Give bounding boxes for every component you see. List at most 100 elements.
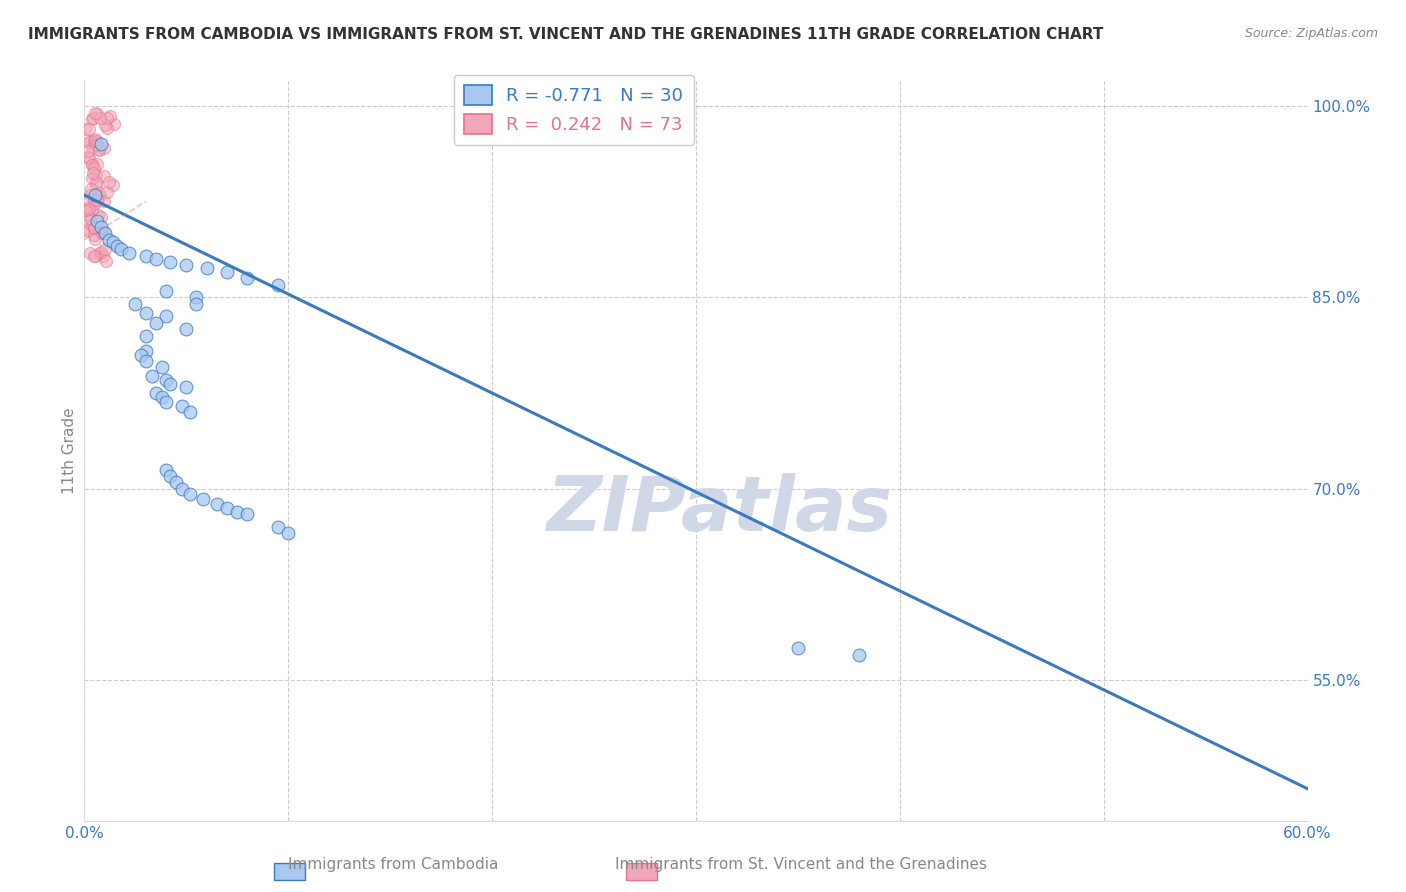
Point [135, 354, 157, 368]
Point [96, 120, 118, 135]
Point [86, 157, 108, 171]
Point [191, 491, 214, 506]
Point [73, 202, 96, 217]
Point [135, 328, 157, 343]
Point [195, 260, 218, 275]
Point [186, 290, 208, 304]
Point [101, 235, 124, 250]
Point [76, 201, 98, 215]
Point [94, 242, 117, 256]
Point [80, 170, 103, 185]
Point [80, 134, 103, 148]
Point [124, 296, 146, 310]
Point [80, 140, 103, 154]
Point [101, 178, 124, 192]
Point [93, 225, 115, 239]
Point [76, 221, 98, 235]
Point [236, 271, 259, 285]
Point [82, 112, 104, 127]
Point [84, 178, 107, 192]
Point [84, 137, 107, 152]
Point [787, 641, 810, 656]
Point [84, 195, 107, 210]
Point [165, 475, 187, 490]
Point [89, 142, 111, 156]
Point [86, 134, 108, 148]
Point [89, 143, 111, 157]
Point [84, 132, 107, 146]
Point [97, 233, 120, 247]
Point [186, 296, 208, 310]
Point [86, 213, 108, 227]
Point [83, 221, 105, 235]
Point [86, 194, 108, 208]
Point [89, 245, 111, 260]
Point [174, 259, 197, 273]
Point [277, 526, 299, 541]
Point [135, 249, 157, 263]
Point [76, 208, 98, 222]
Point [86, 107, 108, 121]
Point [83, 188, 105, 202]
Point [267, 520, 290, 534]
Point [83, 193, 105, 207]
Text: IMMIGRANTS FROM CAMBODIA VS IMMIGRANTS FROM ST. VINCENT AND THE GRENADINES 11TH : IMMIGRANTS FROM CAMBODIA VS IMMIGRANTS F… [28, 27, 1104, 42]
Point [159, 254, 181, 268]
Point [87, 207, 110, 221]
Point [179, 405, 201, 419]
Point [82, 111, 104, 125]
Point [145, 252, 167, 266]
Text: Immigrants from St. Vincent and the Grenadines: Immigrants from St. Vincent and the Gren… [616, 857, 987, 872]
Point [105, 239, 128, 253]
Point [93, 194, 115, 209]
Point [96, 111, 118, 125]
Point [73, 121, 96, 136]
Point [76, 202, 98, 217]
Point [82, 166, 104, 180]
Point [79, 202, 101, 217]
Point [79, 188, 101, 202]
Point [172, 399, 194, 413]
Text: Source: ZipAtlas.com: Source: ZipAtlas.com [1244, 27, 1378, 40]
Point [93, 227, 115, 241]
Point [98, 175, 121, 189]
Point [80, 203, 103, 218]
Point [83, 228, 105, 243]
Point [93, 141, 115, 155]
Point [93, 169, 115, 184]
Point [174, 322, 197, 336]
Point [236, 508, 259, 522]
Point [155, 462, 177, 476]
Point [89, 111, 111, 125]
Point [83, 249, 105, 263]
Point [217, 265, 239, 279]
Point [141, 369, 163, 384]
Point [96, 185, 118, 199]
Point [94, 118, 117, 132]
Point [155, 284, 177, 298]
Point [84, 168, 107, 182]
Point [159, 377, 181, 392]
Point [145, 386, 167, 401]
Point [83, 221, 105, 235]
Point [87, 186, 110, 200]
Point [174, 379, 197, 393]
Point [172, 482, 194, 496]
Point [90, 210, 112, 224]
Point [77, 151, 100, 165]
Point [83, 161, 105, 176]
Point [848, 648, 870, 662]
Point [79, 245, 101, 260]
Point [83, 106, 105, 120]
Point [83, 249, 105, 263]
Point [155, 395, 177, 409]
Point [84, 134, 107, 148]
Point [135, 343, 157, 358]
Point [91, 226, 114, 240]
Point [80, 182, 103, 196]
Point [83, 134, 105, 148]
Point [94, 253, 117, 268]
Point [98, 109, 121, 123]
Point [150, 390, 173, 404]
Point [131, 348, 153, 362]
